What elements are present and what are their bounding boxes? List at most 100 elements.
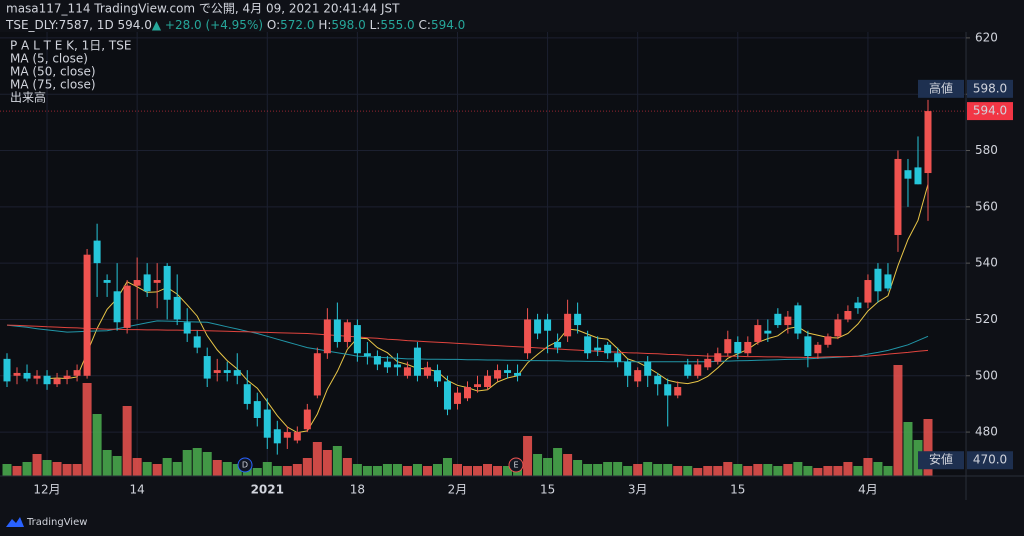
volume-bar (122, 406, 132, 476)
event-marker (237, 457, 253, 473)
y-tick-label: 480 (975, 425, 998, 439)
volume-bar (723, 462, 733, 476)
candle-body (764, 330, 772, 334)
volume-bar (843, 462, 853, 476)
candle-body (53, 378, 61, 385)
y-tick-label: 500 (975, 368, 998, 382)
volume-bar (22, 462, 32, 476)
candle-body (103, 280, 111, 283)
candle-body (383, 361, 391, 368)
x-tick-label: 15 (730, 483, 745, 497)
candle-body (714, 353, 722, 362)
volume-bar (152, 464, 162, 476)
last-price-box (967, 102, 1013, 121)
volume-bar (823, 466, 833, 476)
volume-bar (342, 458, 352, 476)
volume-bar (693, 468, 703, 476)
volume-bar (663, 464, 673, 476)
candle-body (253, 401, 261, 418)
c-value: 594.0 (431, 18, 465, 32)
candle-body (13, 372, 21, 376)
candle-body (83, 254, 91, 376)
candle-body (393, 364, 401, 368)
volume-bar (743, 466, 753, 476)
volume-bar (232, 464, 242, 476)
volume-bar (813, 468, 823, 476)
volume-bar (653, 464, 663, 476)
volume-bar (32, 454, 42, 476)
volume-bar (272, 466, 282, 476)
volume-bar (863, 458, 873, 476)
volume-bar (463, 466, 472, 476)
candle-body (413, 347, 421, 376)
y-tick-label: 580 (975, 143, 998, 157)
y-tick-label: 540 (975, 256, 998, 270)
candle-body (363, 353, 371, 357)
candle-body (283, 432, 291, 438)
candle-body (794, 305, 802, 334)
candle-body (73, 370, 81, 376)
brand-logo (6, 517, 24, 527)
h-value: 598.0 (331, 18, 365, 32)
candle-body (704, 358, 712, 368)
y-tick-label: 520 (975, 312, 998, 326)
candle-body (403, 367, 411, 376)
o-label: O: (267, 18, 280, 32)
candle-body (353, 325, 361, 354)
l-label: L: (370, 18, 381, 32)
candle-body (524, 319, 532, 354)
candle-body (443, 381, 451, 410)
annotation-value-box (967, 451, 1013, 470)
candle-body (333, 319, 341, 342)
candle-body (694, 364, 702, 376)
volume-bar (172, 462, 182, 476)
volume-bar (362, 466, 372, 476)
candle-body (864, 280, 872, 303)
change: ▲ +28.0 (+4.95%) (152, 18, 263, 32)
x-tick-label: 12月 (33, 483, 60, 497)
volume-bar (793, 462, 803, 476)
candle-body (433, 370, 441, 382)
x-tick-label: 15 (540, 483, 555, 497)
volume-bar (583, 464, 593, 476)
legend-ma50: MA (50, close) (10, 65, 96, 79)
candle-body (834, 319, 842, 337)
volume-bar (392, 464, 402, 476)
o-value: 572.0 (280, 18, 314, 32)
candle-body (654, 375, 662, 385)
x-tick-label: 4月 (858, 483, 878, 497)
candle-body (123, 285, 131, 328)
candle-body (474, 384, 482, 388)
candle-body (814, 344, 822, 354)
volume-bar (52, 462, 62, 476)
volume-bar (112, 456, 122, 476)
volume-bar (623, 466, 633, 476)
annotation-value: 470.0 (973, 453, 1007, 467)
volume-bar (483, 464, 493, 476)
brand-name: TradingView (26, 517, 87, 528)
candle-body (514, 372, 522, 376)
candle-body (243, 384, 251, 404)
candle-body (33, 375, 41, 379)
volume-bar (673, 466, 683, 476)
volume-bar (402, 466, 412, 476)
candle-body (924, 111, 932, 174)
candle-body (233, 370, 241, 376)
annotation-value-box (967, 79, 1013, 98)
candle-body (604, 344, 612, 354)
volume-bar (202, 452, 212, 476)
volume-bar (42, 460, 52, 476)
symbol: TSE_DLY:7587, 1D 594.0 (5, 18, 152, 32)
volume-bar (412, 464, 422, 476)
volume-bar (873, 462, 883, 476)
legend-title: P A L T E K, 1日, TSE (10, 39, 131, 53)
c-label: C: (419, 18, 431, 32)
volume-bar (533, 454, 543, 476)
volume-bar (603, 462, 613, 476)
volume-bar (493, 466, 503, 476)
volume-bar (432, 464, 442, 476)
candle-body (844, 311, 852, 320)
volume-bar (573, 460, 583, 476)
volume-bar (102, 450, 112, 476)
